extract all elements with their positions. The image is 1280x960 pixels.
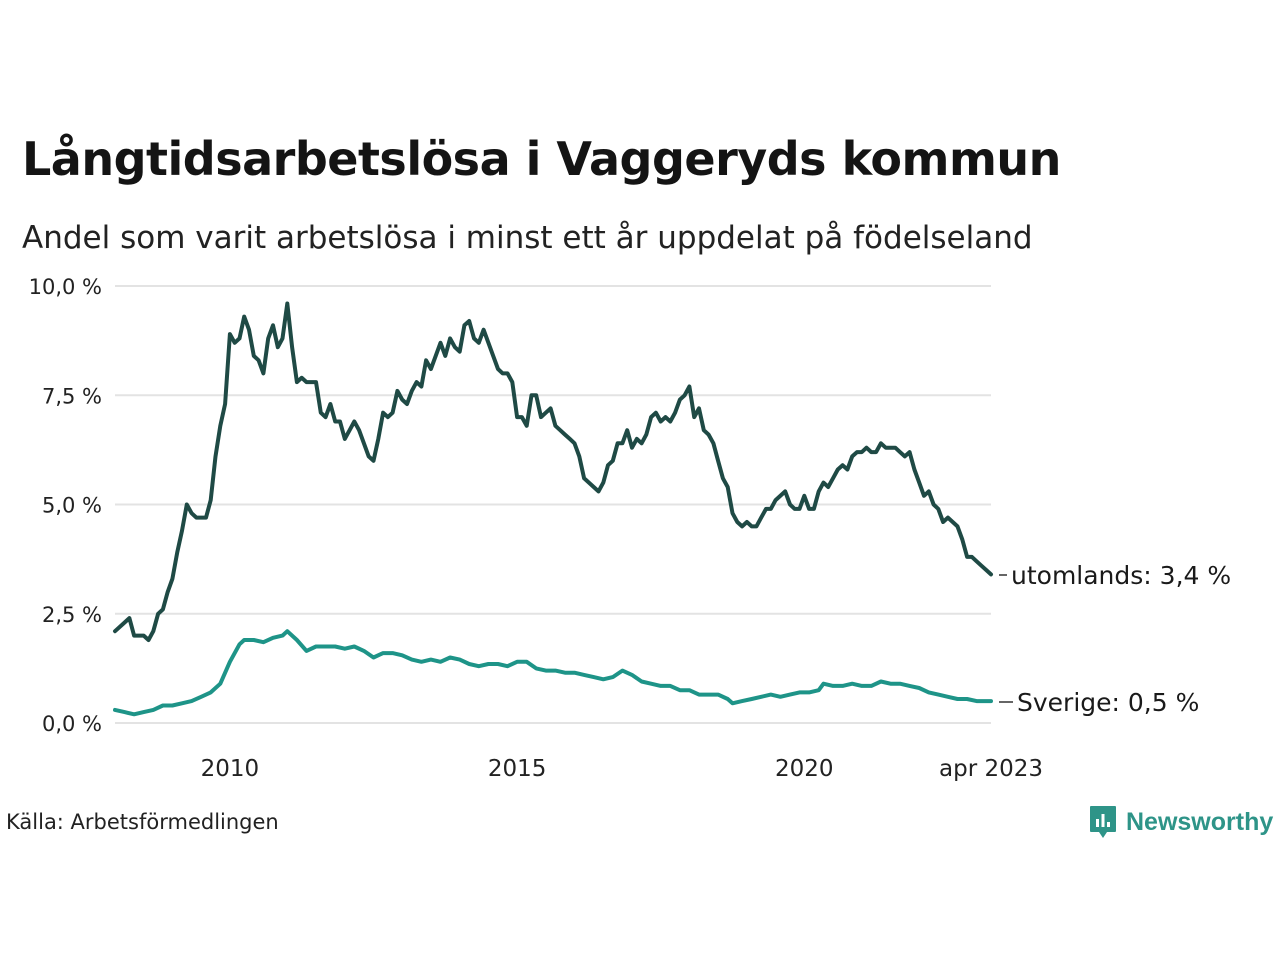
newsworthy-logo-icon (1090, 806, 1116, 838)
gridlines (115, 285, 991, 724)
x-tick-label: 2020 (775, 756, 834, 782)
y-axis-tick-labels: 0,0 % 2,5 % 5,0 % 7,5 % 10,0 % (29, 275, 102, 736)
series-end-labels: utomlands: 3,4 % Sverige: 0,5 % (999, 561, 1231, 717)
y-tick-label: 5,0 % (42, 494, 102, 518)
newsworthy-logo: Newsworthy (1088, 804, 1273, 840)
x-tick-label: 2015 (488, 756, 547, 782)
source-note: Källa: Arbetsförmedlingen (6, 810, 279, 834)
x-axis-tick-labels: 2010 2015 2020 apr 2023 (201, 756, 1043, 782)
x-tick-label: 2010 (201, 756, 260, 782)
end-label-sverige: Sverige: 0,5 % (1017, 688, 1199, 717)
y-tick-label: 10,0 % (29, 275, 102, 299)
series-line-utomlands (113, 301, 993, 642)
end-label-utomlands: utomlands: 3,4 % (1011, 561, 1231, 590)
series-lines (113, 301, 993, 717)
y-tick-label: 2,5 % (42, 603, 102, 627)
series-line-sverige (113, 629, 993, 717)
x-tick-label: apr 2023 (939, 756, 1043, 782)
chart-title: Långtidsarbetslösa i Vaggeryds kommun (22, 132, 1061, 186)
y-tick-label: 7,5 % (42, 384, 102, 408)
chart-subtitle: Andel som varit arbetslösa i minst ett å… (22, 220, 1033, 256)
newsworthy-logo-text: Newsworthy (1126, 807, 1274, 836)
y-tick-label: 0,0 % (42, 712, 102, 736)
